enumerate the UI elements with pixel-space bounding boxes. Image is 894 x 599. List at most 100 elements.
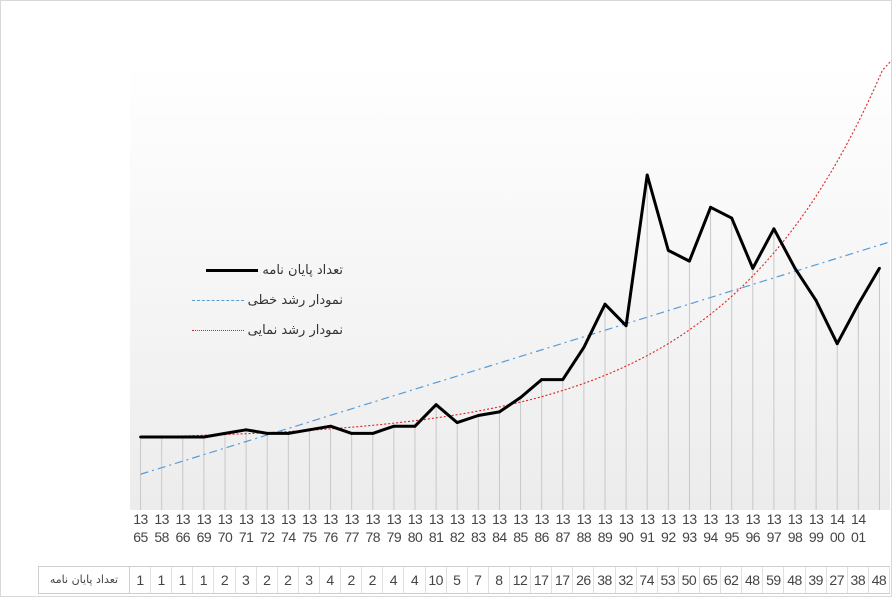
data-point — [856, 302, 860, 306]
data-table-cell: 1 — [172, 567, 194, 593]
data-table-cell: 8 — [489, 567, 510, 593]
data-table-cell: 3 — [236, 567, 257, 593]
data-table-cell: 27 — [827, 567, 848, 593]
x-tick-label: 1372 — [259, 511, 275, 545]
data-point — [350, 432, 354, 435]
data-point — [878, 266, 881, 270]
legend-swatch-exp — [191, 329, 244, 331]
data-table-cell: 48 — [869, 567, 890, 593]
x-tick-label: 1395 — [724, 511, 739, 545]
x-tick-label: 1369 — [196, 511, 212, 545]
data-table-cell: 4 — [320, 567, 342, 593]
legend-item-exp: نمودار رشد نمایی — [163, 315, 343, 345]
data-point — [476, 414, 480, 417]
data-table-cell: 32 — [616, 567, 637, 593]
x-tick-label: 1399 — [808, 511, 824, 545]
data-point — [835, 342, 839, 346]
data-table-cell: 1 — [193, 567, 215, 593]
data-table-row-label: تعداد پایان نامه — [38, 567, 130, 593]
data-table-cell: 2 — [362, 567, 384, 593]
data-table-cell: 48 — [784, 567, 806, 593]
data-table-cell: 17 — [531, 567, 553, 593]
x-tick-label: 1383 — [471, 511, 486, 545]
data-table-cell: 53 — [658, 567, 679, 593]
x-tick-label: 1365 — [133, 511, 148, 545]
gridlines — [140, 175, 880, 510]
data-point — [730, 216, 734, 220]
legend-label-linear: نمودار رشد خطی — [247, 292, 343, 308]
x-tick-label: 1370 — [217, 511, 233, 545]
x-tick-label: 1397 — [766, 511, 782, 545]
x-tick-label: 1374 — [281, 511, 296, 545]
data-point — [265, 432, 269, 435]
data-table-cell: 4 — [404, 567, 426, 593]
x-tick-label: 1378 — [365, 511, 381, 545]
x-tick-label: 1392 — [661, 511, 676, 545]
data-table-cell: 7 — [468, 567, 489, 593]
x-tick-label: 1386 — [534, 511, 549, 545]
x-tick-label: 1379 — [386, 511, 402, 545]
x-axis-tick-labels: 1365 1358 1366 1369 1370 1371 1372 1374 1375 1376… — [130, 510, 890, 562]
data-point — [498, 410, 501, 414]
x-tick-label: 1358 — [154, 511, 169, 545]
data-point — [582, 345, 586, 349]
data-point — [688, 259, 691, 263]
data-table-cell: 62 — [721, 567, 743, 593]
data-point — [286, 432, 290, 435]
data-point — [139, 435, 142, 439]
data-point — [308, 428, 311, 432]
data-table-cell: 2 — [341, 567, 363, 593]
data-table-cell: 26 — [573, 567, 595, 593]
data-table-cell: 17 — [552, 567, 574, 593]
data-point — [519, 396, 522, 399]
x-tick-label: 1380 — [407, 511, 423, 545]
legend-swatch-linear — [191, 299, 244, 301]
data-point — [455, 421, 459, 425]
series-line-count — [140, 173, 881, 439]
x-tick-label: 1394 — [703, 511, 718, 545]
data-point — [793, 266, 797, 270]
data-point — [709, 205, 712, 209]
data-point — [181, 435, 185, 439]
data-point — [540, 378, 544, 381]
linear-trend-line — [140, 241, 889, 475]
data-table-cell: 5 — [447, 567, 468, 593]
data-table-cell: 38 — [594, 567, 616, 593]
data-table-cell: 3 — [299, 567, 320, 593]
data-point — [624, 324, 628, 328]
data-point — [371, 432, 375, 435]
data-table-cell: 1 — [151, 567, 173, 593]
data-point — [751, 266, 755, 270]
data-point — [202, 435, 206, 439]
data-table-cell: 39 — [806, 567, 827, 593]
data-table-cell: 74 — [637, 567, 658, 593]
data-table-cell: 2 — [257, 567, 278, 593]
x-tick-label: 1388 — [576, 511, 592, 545]
data-table-cell: 38 — [848, 567, 869, 593]
x-tick-label: 1376 — [323, 511, 338, 545]
x-tick-label: 1393 — [682, 511, 697, 545]
x-tick-label: 1387 — [555, 511, 571, 545]
x-tick-label: 1400 — [829, 511, 845, 545]
data-table-cell: 48 — [742, 567, 764, 593]
x-tick-label: 1384 — [492, 511, 507, 545]
data-table-cell: 2 — [214, 567, 236, 593]
data-table-cell: 59 — [763, 567, 785, 593]
data-point — [666, 248, 670, 252]
data-table-cell: 12 — [510, 567, 532, 593]
data-point — [814, 299, 818, 303]
legend-item-linear: نمودار رشد خطی — [163, 285, 343, 315]
x-tick-label: 1391 — [639, 511, 655, 545]
x-tick-label: 1382 — [449, 511, 465, 545]
legend-swatch-count — [206, 268, 259, 272]
legend-item-count: تعداد پایان نامه — [163, 255, 343, 285]
x-tick-label: 1385 — [513, 511, 528, 545]
data-point — [434, 403, 438, 407]
x-tick-label: 1390 — [618, 511, 634, 545]
legend-label-exp: نمودار رشد نمایی — [247, 322, 343, 338]
data-table-cell: 4 — [383, 567, 405, 593]
x-tick-label: 1398 — [787, 511, 803, 545]
data-point — [392, 424, 396, 428]
